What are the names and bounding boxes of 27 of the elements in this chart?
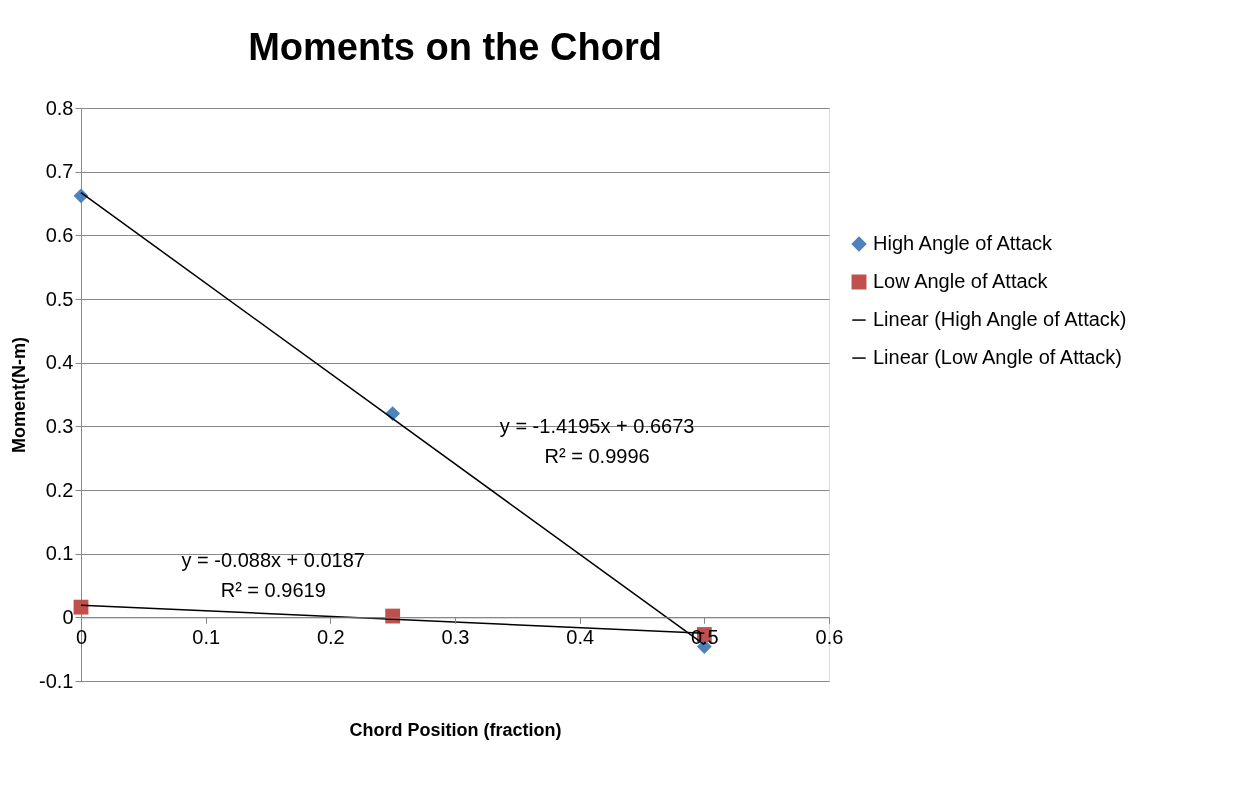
annotation: y = -1.4195x + 0.6673 R² = 0.9996 (499, 415, 695, 468)
y-tick-label: 0.4 (45, 351, 74, 374)
y-tick-label: 0.7 (45, 160, 74, 183)
x-tick-label: 0.1 (192, 625, 221, 648)
y-tick-label: 0.2 (45, 478, 74, 501)
y-axis-title: Moment(N-m) (9, 337, 30, 453)
x-tick-label: 0 (75, 625, 88, 648)
y-tick-label: 0.3 (45, 414, 74, 437)
x-tick-label: 0.2 (316, 625, 345, 648)
y-tick-label: 0.6 (45, 223, 74, 246)
legend-label: Low Angle of Attack (873, 270, 1049, 293)
x-tick-label: 0.6 (815, 625, 844, 648)
y-tick-label: 0.8 (45, 96, 74, 119)
y-tick-label: 0.5 (45, 287, 74, 310)
legend-label: High Angle of Attack (873, 232, 1053, 255)
x-tick-label: 0.5 (690, 625, 719, 648)
x-tick-label: 0.3 (441, 625, 470, 648)
legend-label: Linear (High Angle of Attack) (873, 308, 1127, 331)
annotation: y = -0.088x + 0.0187 R² = 0.9619 (181, 548, 365, 601)
point (73, 599, 89, 615)
x-axis-title: Chord Position (fraction) (349, 719, 562, 740)
y-tick-label: 0 (62, 605, 74, 628)
legend-label: Linear (Low Angle of Attack) (873, 346, 1123, 369)
chart-title: Moments on the Chord (248, 26, 662, 68)
x-tick-label: 0.4 (566, 625, 595, 648)
y-tick-label: 0.1 (45, 542, 74, 565)
y-tick-label: -0.1 (39, 669, 74, 692)
